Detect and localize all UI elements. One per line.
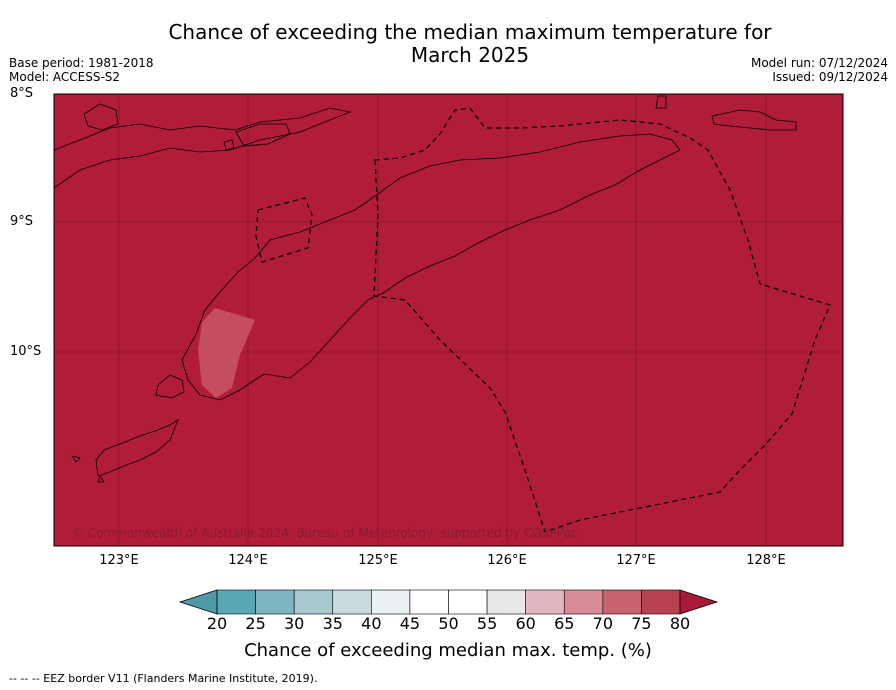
lon-label-123e: 123°E <box>99 553 139 568</box>
colorbar-tick-label: 45 <box>399 614 421 633</box>
colorbar-tick-label: 60 <box>515 614 536 633</box>
colorbar-tick-label: 75 <box>631 614 652 633</box>
colorbar-tick-label: 80 <box>669 614 691 633</box>
colorbar-tick-label: 55 <box>476 614 498 633</box>
colorbar-cell <box>641 589 681 615</box>
colorbar-cell <box>486 589 526 615</box>
colorbar-tick-label: 25 <box>245 614 266 633</box>
lon-label-127e: 127°E <box>616 553 656 568</box>
colorbar-tick-label: 65 <box>554 614 575 633</box>
colorbar-cell <box>293 589 334 615</box>
colorbar-tick-label: 40 <box>361 614 382 633</box>
lighter-probability-area <box>198 308 255 398</box>
lon-label-126e: 126°E <box>487 553 527 568</box>
colorbar-tick-label: 30 <box>283 614 305 633</box>
map-title-line2: March 2025 <box>410 43 530 67</box>
colorbar-cell <box>448 589 488 615</box>
colorbar-min-extend <box>178 589 218 615</box>
colorbar-max-extend <box>679 589 719 615</box>
eez-border <box>255 107 831 533</box>
model-name: Model: ACCESS-S2 <box>9 70 121 84</box>
model-run: Model run: 07/12/2024 <box>750 56 888 70</box>
colorbar-cell <box>255 589 295 615</box>
base-period: Base period: 1981-2018 <box>9 56 154 70</box>
colorbar-cell <box>602 589 642 615</box>
graticule <box>54 94 843 546</box>
colorbar-tick-label: 70 <box>592 614 613 633</box>
lon-label-124e: 124°E <box>228 553 268 568</box>
lat-label-10s: 10°S <box>10 344 42 359</box>
map-title-line1: Chance of exceeding the median maximum t… <box>168 20 772 44</box>
lon-label-128e: 128°E <box>746 553 786 568</box>
lat-label-8s: 8°S <box>10 86 34 101</box>
colorbar-tick-label: 35 <box>322 614 343 633</box>
colorbar-label: Chance of exceeding median max. temp. (%… <box>244 640 652 661</box>
issued-date: Issued: 09/12/2024 <box>772 70 888 84</box>
map-background <box>53 93 844 547</box>
lat-label-9s: 9°S <box>10 214 34 229</box>
colorbar-tick-label: 50 <box>438 614 459 633</box>
colorbar-cell <box>216 589 256 615</box>
colorbar-cell <box>409 589 449 615</box>
coastlines <box>53 95 797 483</box>
colorbar-cell <box>332 589 372 615</box>
colorbar-tick-label: 20 <box>206 614 228 633</box>
copyright-notice: © Commonwealth of Australia 2024, Bureau… <box>72 526 578 540</box>
eez-legend-footer: -- -- -- EEZ border V11 (Flanders Marine… <box>9 672 318 685</box>
colorbar-cell <box>563 589 604 615</box>
lon-label-125e: 125°E <box>358 553 398 568</box>
colorbar-cell <box>525 589 565 615</box>
colorbar-cell <box>371 589 411 615</box>
